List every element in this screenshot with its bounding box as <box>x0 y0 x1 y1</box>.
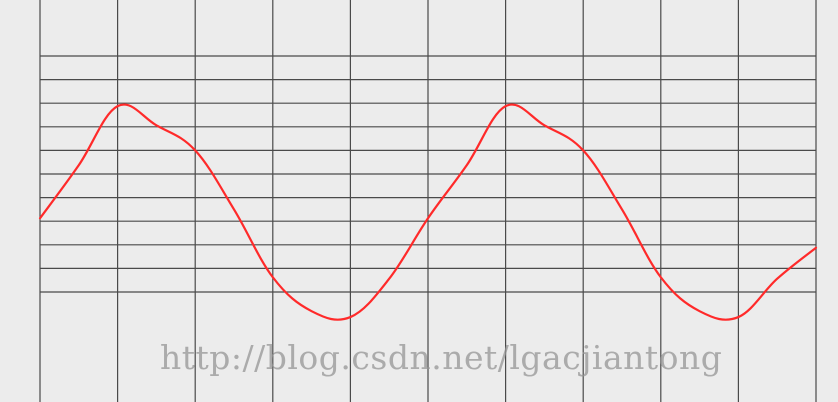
horizontal-grid <box>40 55 816 293</box>
vertical-grid <box>39 0 817 402</box>
series-line <box>38 103 818 321</box>
